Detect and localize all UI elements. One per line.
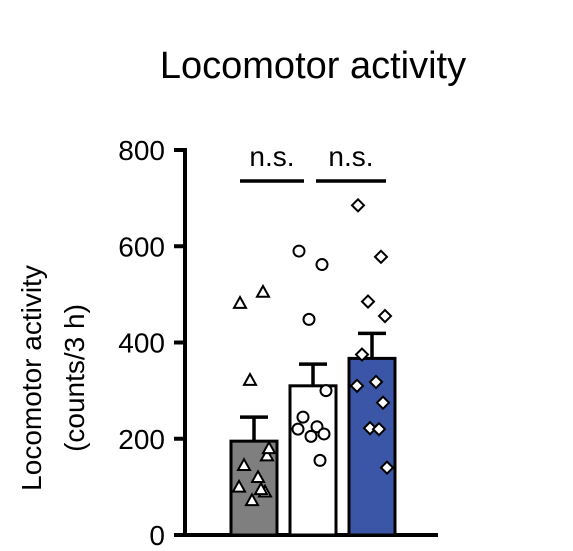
y-tick-label: 0 xyxy=(149,520,165,551)
data-point-circle xyxy=(291,422,305,436)
data-point-diamond xyxy=(375,395,391,411)
y-tick-label: 200 xyxy=(118,424,165,455)
data-point-triangle xyxy=(253,481,269,496)
bar xyxy=(288,384,338,537)
comparison-label: n.s. xyxy=(328,141,373,172)
y-axis: 0 200 400 600 800 xyxy=(118,135,438,551)
error-bars xyxy=(240,331,386,442)
data-points xyxy=(231,197,395,507)
data-point-triangle xyxy=(261,440,277,455)
data-point-circle xyxy=(315,258,329,272)
data-point-triangle xyxy=(255,283,271,298)
data-point-circle xyxy=(296,410,310,424)
data-point-triangle xyxy=(244,492,260,507)
y-axis-label-line2: (counts/3 h) xyxy=(59,304,90,452)
data-point-circle xyxy=(302,312,316,326)
data-point-diamond xyxy=(371,421,387,437)
y-tick-label: 400 xyxy=(118,328,165,359)
data-point-triangle xyxy=(232,294,248,309)
comparison-label: n.s. xyxy=(249,141,294,172)
data-point-circle xyxy=(313,453,327,467)
y-tick-label: 800 xyxy=(118,135,165,166)
data-point-circle xyxy=(319,384,333,398)
y-axis-label-line1: Locomotor activity xyxy=(16,265,47,491)
data-point-triangle xyxy=(250,469,266,484)
data-point-diamond xyxy=(362,420,378,436)
data-point-circle xyxy=(317,427,331,441)
data-point-diamond xyxy=(377,308,393,324)
data-point-diamond xyxy=(368,374,384,390)
data-point-triangle xyxy=(231,478,247,493)
data-point-circle xyxy=(304,429,318,443)
chart-title: Locomotor activity xyxy=(160,45,466,87)
data-point-circle xyxy=(292,244,306,258)
data-point-diamond xyxy=(349,378,365,394)
y-tick-label: 600 xyxy=(118,231,165,262)
comparison-brackets: n.s. n.s. xyxy=(240,141,386,183)
data-point-diamond xyxy=(350,197,366,213)
data-point-triangle xyxy=(242,371,258,386)
data-point-diamond xyxy=(354,347,370,362)
y-axis-label: Locomotor activity (counts/3 h) xyxy=(16,265,90,491)
data-point-triangle xyxy=(259,447,275,462)
data-point-diamond xyxy=(379,460,395,476)
data-point-diamond xyxy=(360,294,376,310)
data-point-triangle xyxy=(236,457,252,472)
data-point-diamond xyxy=(373,249,389,265)
